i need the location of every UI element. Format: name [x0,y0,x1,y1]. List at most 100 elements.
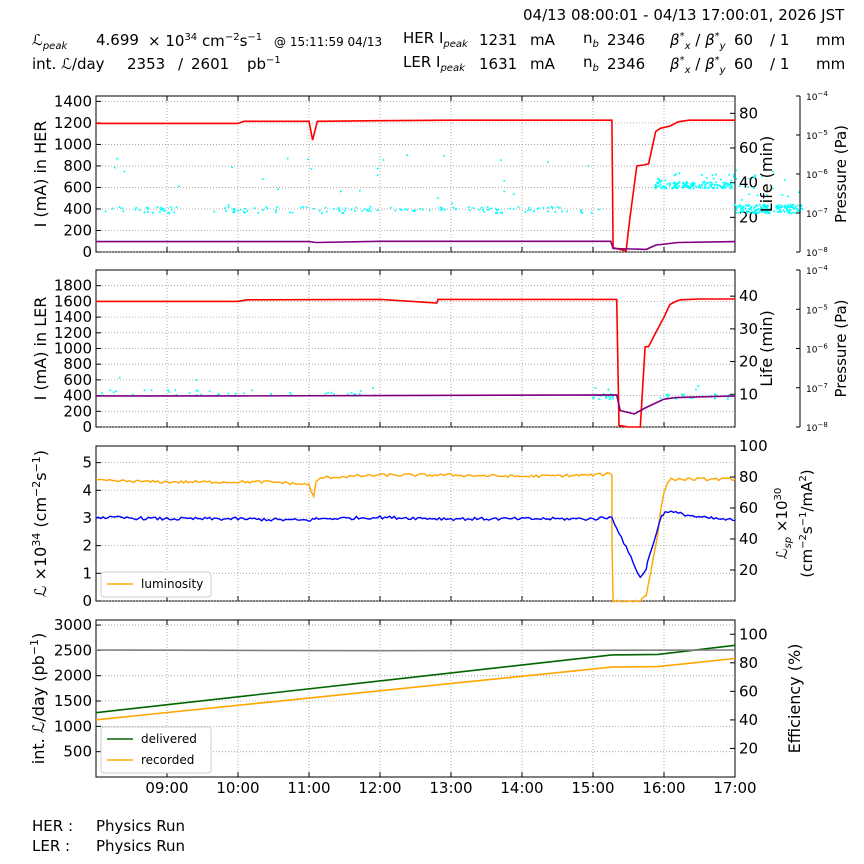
plot-frame [95,95,736,253]
scatter-point [160,208,163,211]
scatter-point [724,183,727,186]
scatter-point [367,209,370,212]
x-tick-label: 12:00 [358,779,401,797]
scatter-point [742,205,745,208]
y2-tick-label: 60 [739,682,758,700]
scatter-point [683,393,686,396]
scatter-point [745,211,748,214]
scatter-point [169,205,172,208]
scatter-point [704,185,707,188]
y-tick-label: 1000 [54,135,92,153]
y-tick-label: 5 [82,454,92,472]
scatter-point [324,206,327,209]
scatter-point [700,173,703,176]
scatter-point [371,387,374,390]
her-beta-label: β*x / β*y [670,31,726,52]
scatter-point [686,181,689,184]
scatter-point [551,206,554,209]
scatter-point [286,157,289,160]
y-tick-label: 3 [82,509,92,527]
scatter-point [719,178,722,181]
scatter-point [321,211,324,214]
y-tick-label: 1 [82,564,92,582]
scatter-point [326,391,329,394]
scatter-point [659,181,662,184]
scatter-point [654,185,657,188]
scatter-point [524,211,527,214]
scatter-point [123,170,126,173]
int-lumi-delivered: 2353 [127,55,166,73]
scatter-point [678,184,681,187]
scatter-point [794,211,797,214]
scatter-point [494,212,497,215]
scatter-point [672,186,675,189]
scatter-point [771,170,774,173]
scatter-point [735,169,738,172]
y2-tick-label: 40 [739,530,758,548]
scatter-point [486,206,489,209]
her-y2label: Life (min) [757,136,776,213]
scatter-point [741,198,744,201]
scatter-point [739,204,742,207]
scatter-point [612,395,615,398]
y-tick-label: 1400 [54,308,92,326]
y-tick-label: 200 [63,402,92,420]
scatter-point [694,185,697,188]
scatter-point [547,210,550,213]
ler-ipeak-label: LER Ipeak [403,53,465,74]
scatter-point [789,203,792,206]
scatter-point [494,207,497,210]
scatter-point [765,207,768,210]
scatter-point [778,208,781,211]
scatter-point [112,391,115,394]
scatter-point [227,392,230,395]
scatter-point [343,209,346,212]
scatter-point [143,211,146,214]
scatter-point [748,177,751,180]
scatter-point [291,211,294,214]
scatter-point [350,208,353,211]
scatter-point [730,184,733,187]
scatter-point [419,207,422,210]
scatter-point [338,209,341,212]
int-y2label: Efficiency (%) [785,644,804,754]
int-lumi-label: int. ℒ/day [32,55,105,73]
scatter-point [673,181,676,184]
scatter-point [739,208,742,211]
scatter-point [678,172,681,175]
y2-tick-label: 80 [739,104,758,122]
scatter-point [312,207,315,210]
time-range: 04/13 08:00:01 - 04/13 17:00:01, 2026 JS… [523,6,845,24]
scatter-point [135,206,138,209]
pressure-tick-label: 10−4 [806,264,828,277]
scatter-point [712,177,715,180]
pressure-tick-label: 10−5 [806,129,828,142]
scatter-point [768,211,771,214]
scatter-point [113,166,116,169]
int-efficiency-line [95,649,736,652]
scatter-point [499,159,502,162]
scatter-point [526,209,529,212]
scatter-point [480,206,483,209]
scatter-point [678,181,681,184]
scatter-point [786,208,789,211]
scatter-point [167,389,170,392]
scatter-point [344,207,347,210]
scatter-point [750,205,753,208]
scatter-point [783,210,786,213]
scatter-point [765,194,768,197]
ler-current-unit: mA [530,55,555,73]
scatter-point [658,185,661,188]
scatter-point [761,175,764,178]
lpeak-time: @ 15:11:59 04/13 [274,35,383,49]
scatter-point [118,205,121,208]
scatter-point [664,179,667,182]
scatter-point [781,193,784,196]
scatter-point [170,208,173,211]
her-nb-value: 2346 [607,31,646,49]
scatter-point [711,174,714,177]
scatter-point [554,210,557,213]
her-status-label: HER : [32,817,74,835]
scatter-point [376,174,379,177]
scatter-point [800,207,803,210]
